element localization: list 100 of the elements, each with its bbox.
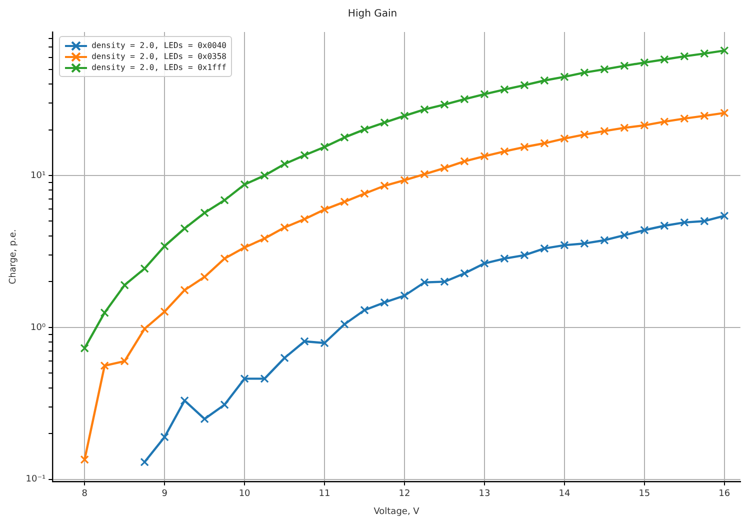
point [400, 112, 409, 120]
point [480, 90, 489, 99]
point [100, 361, 109, 370]
point [160, 307, 169, 316]
point [140, 264, 149, 273]
point [320, 142, 329, 152]
point [440, 164, 449, 172]
x-tick-label: 10 [238, 489, 251, 500]
point [520, 142, 529, 152]
point [220, 254, 229, 263]
point [640, 58, 649, 67]
point [280, 223, 289, 232]
point [100, 308, 109, 318]
point [240, 374, 249, 384]
x-tick-label: 16 [718, 489, 730, 500]
point [420, 105, 429, 114]
point [680, 52, 689, 61]
point [720, 108, 729, 118]
point [280, 354, 289, 362]
point [620, 62, 629, 70]
point [560, 240, 569, 250]
point [480, 152, 489, 161]
point [260, 234, 269, 243]
point [660, 55, 669, 64]
point [220, 196, 229, 205]
point [120, 280, 129, 290]
point [320, 205, 329, 214]
point [80, 455, 89, 464]
legend-label: density = 2.0, LEDs = 0x0040 [92, 40, 226, 51]
point [220, 400, 229, 410]
point [360, 189, 369, 198]
y-tick-label: 10⁻¹ [26, 474, 46, 485]
point [500, 147, 509, 156]
x-axis-title: Voltage, V [374, 506, 420, 517]
point [580, 130, 589, 139]
point [620, 123, 629, 132]
x-tick-label: 8 [82, 489, 88, 500]
point [80, 344, 89, 353]
point [680, 218, 689, 227]
point [540, 138, 549, 148]
point [120, 356, 129, 366]
point [140, 458, 149, 466]
x-tick-label: 13 [478, 489, 490, 500]
point [460, 94, 469, 104]
point [700, 216, 709, 226]
point [720, 46, 729, 55]
point [540, 76, 549, 85]
y-tick-label: 10¹ [30, 170, 46, 181]
point [240, 180, 249, 189]
point [380, 118, 389, 127]
point [300, 214, 309, 224]
point [360, 125, 369, 134]
point [580, 68, 589, 77]
point [400, 291, 409, 300]
x-tick-label: 9 [162, 489, 168, 500]
point [460, 156, 469, 166]
point [600, 64, 609, 74]
point [160, 432, 169, 442]
point [300, 150, 309, 160]
point [160, 242, 169, 250]
point [560, 134, 569, 143]
point [700, 112, 709, 120]
x-tick-label: 14 [558, 489, 570, 500]
point [380, 298, 389, 307]
chart-title: High Gain [348, 8, 398, 20]
point [320, 338, 329, 348]
point [280, 160, 289, 168]
point [520, 250, 529, 260]
point [340, 320, 349, 329]
legend-label: density = 2.0, LEDs = 0x0358 [92, 51, 226, 62]
point [360, 306, 369, 314]
point [600, 236, 609, 245]
point [180, 396, 189, 405]
legend-label: density = 2.0, LEDs = 0x1fff [92, 62, 226, 73]
point [200, 208, 209, 218]
point [500, 254, 509, 263]
point [200, 414, 209, 424]
point [340, 198, 349, 206]
point [540, 244, 549, 253]
point [260, 374, 269, 384]
point [300, 337, 309, 346]
point [480, 259, 489, 268]
point [560, 72, 569, 82]
point [140, 324, 149, 334]
point [240, 243, 249, 252]
point [580, 239, 589, 248]
point [200, 272, 209, 282]
point [660, 221, 669, 230]
point [640, 226, 649, 234]
point [500, 85, 509, 94]
point [520, 80, 529, 90]
x-tick-label: 11 [318, 489, 330, 500]
point [600, 126, 609, 136]
point [440, 277, 449, 286]
point [420, 170, 429, 179]
point [720, 211, 729, 220]
point [700, 49, 709, 58]
point [180, 224, 189, 233]
point [420, 278, 429, 287]
point [440, 100, 449, 109]
